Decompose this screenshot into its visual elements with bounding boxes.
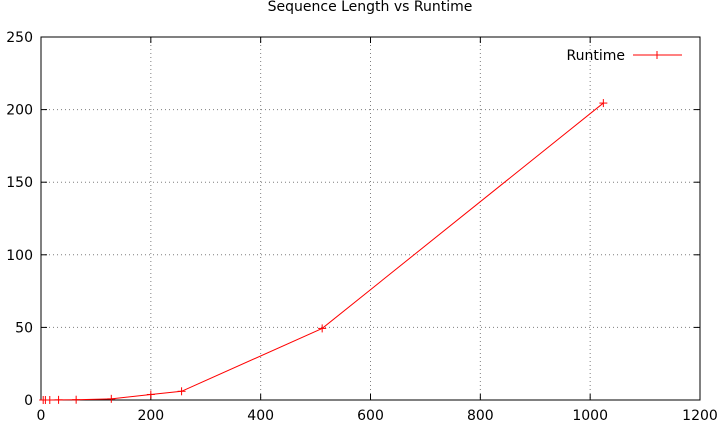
- x-tick-label: 1000: [572, 408, 608, 424]
- y-tick-label: 200: [6, 103, 33, 119]
- data-point-marker: [599, 99, 608, 108]
- series-layer: [39, 99, 608, 404]
- x-tick-label: 600: [357, 408, 384, 424]
- y-tick-label: 250: [6, 30, 33, 46]
- data-point-marker: [107, 394, 116, 403]
- y-tick-label: 150: [6, 175, 33, 191]
- grid-lines: [41, 37, 700, 400]
- x-tick-label: 1200: [682, 408, 718, 424]
- x-tick-label: 200: [137, 408, 164, 424]
- data-point-marker: [54, 395, 63, 404]
- x-tick-label: 400: [247, 408, 274, 424]
- y-tick-label: 0: [24, 393, 33, 409]
- y-tick-label: 50: [15, 320, 33, 336]
- x-axis-tick-labels: 0 200 400 600 800 1000 1200: [37, 408, 718, 424]
- y-axis-tick-labels: 0 50 100 150 200 250: [6, 30, 33, 409]
- x-tick-label: 0: [37, 408, 46, 424]
- data-point-marker: [45, 396, 54, 404]
- legend: Runtime: [567, 48, 682, 64]
- data-point-marker: [177, 387, 186, 396]
- x-tick-label: 800: [467, 408, 494, 424]
- data-point-marker: [318, 324, 327, 333]
- chart-title: Sequence Length vs Runtime: [268, 0, 473, 15]
- data-point-marker: [72, 395, 81, 404]
- y-tick-label: 100: [6, 248, 33, 264]
- data-point-marker: [146, 390, 155, 399]
- legend-label-runtime: Runtime: [567, 48, 625, 64]
- series-line-runtime: [43, 102, 604, 401]
- legend-marker-runtime: [653, 51, 661, 59]
